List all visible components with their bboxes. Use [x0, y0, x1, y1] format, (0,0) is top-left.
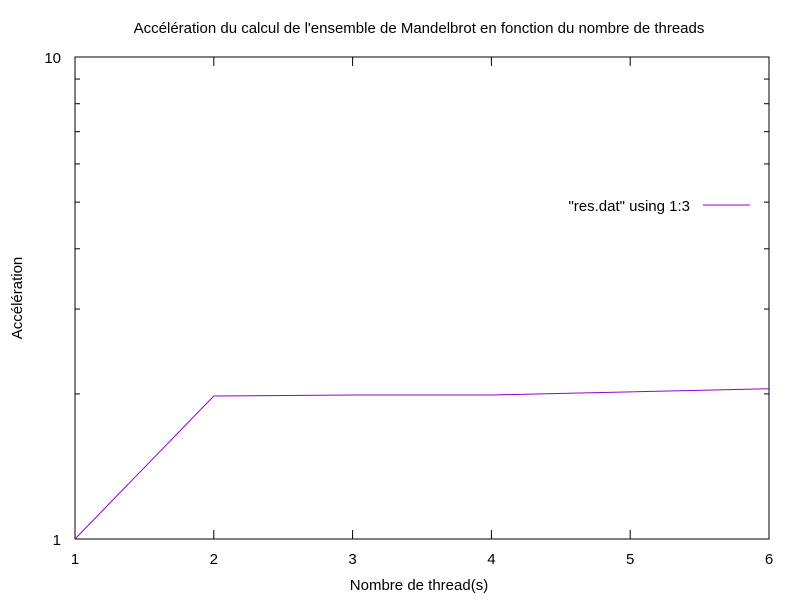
x-axis-ticks: 1 2 3 4 5 6	[71, 57, 773, 568]
x-tick-label: 1	[71, 551, 79, 568]
y-axis-label: Accélération	[9, 257, 26, 340]
x-tick-label: 4	[487, 551, 495, 568]
x-axis-label: Nombre de thread(s)	[350, 577, 488, 594]
y-tick-label: 10	[44, 50, 61, 67]
x-tick-label: 5	[626, 551, 634, 568]
chart-title: Accélération du calcul de l'ensemble de …	[134, 20, 705, 37]
x-tick-label: 6	[765, 551, 773, 568]
y-axis-ticks: 1 10	[44, 50, 61, 549]
y-tick-label: 1	[53, 532, 61, 549]
y-minor-ticks	[75, 78, 769, 395]
legend: "res.dat" using 1:3	[568, 198, 750, 215]
series-line	[74, 388, 770, 540]
plot-frame	[74, 56, 770, 540]
x-tick-label: 2	[210, 551, 218, 568]
series-layer	[74, 388, 770, 540]
legend-label: "res.dat" using 1:3	[568, 198, 690, 215]
x-tick-label: 3	[348, 551, 356, 568]
